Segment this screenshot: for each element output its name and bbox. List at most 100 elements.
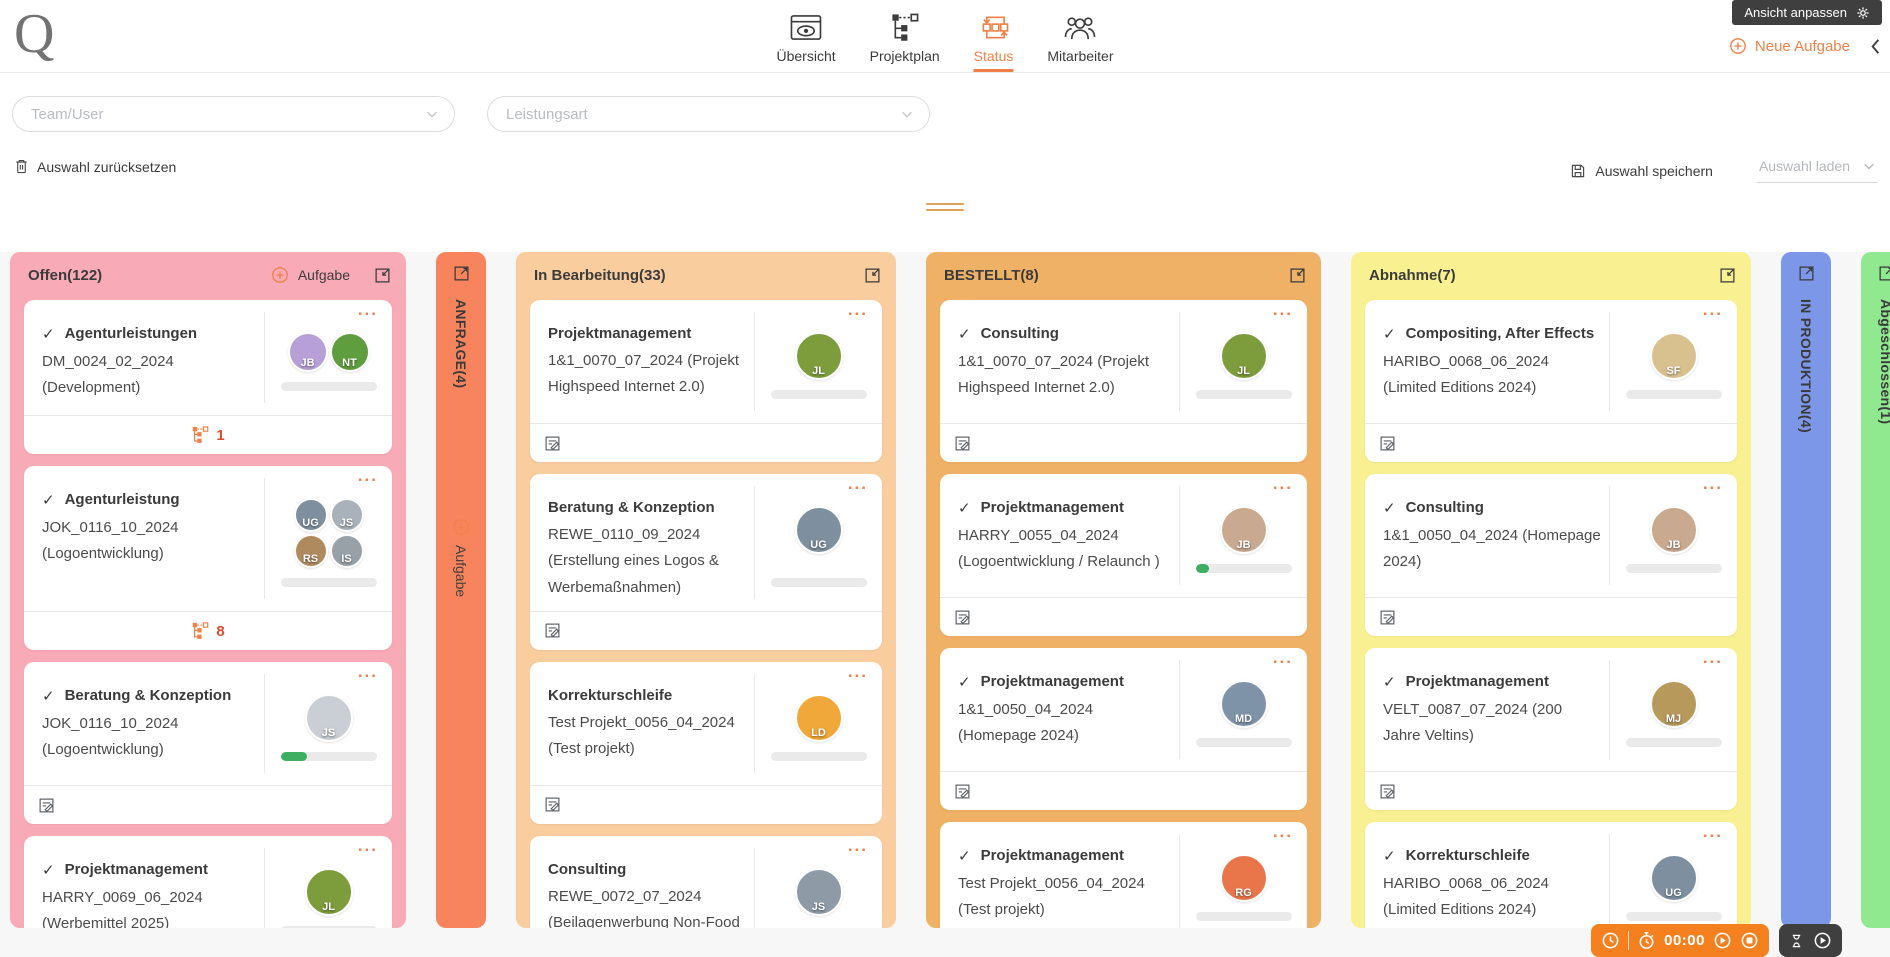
more-menu-icon[interactable]: ... [1702, 822, 1723, 841]
note-icon[interactable] [1379, 609, 1396, 626]
note-icon[interactable] [954, 783, 971, 800]
more-menu-icon[interactable]: ... [847, 661, 868, 681]
avatar[interactable]: JB [1219, 506, 1268, 554]
clock-icon[interactable] [1601, 931, 1620, 950]
note-icon[interactable] [1379, 435, 1396, 452]
avatar[interactable]: NT [329, 332, 370, 372]
hourglass-icon[interactable] [1789, 933, 1804, 949]
stopwatch-icon[interactable] [1637, 931, 1656, 950]
more-menu-icon[interactable]: ... [1702, 474, 1723, 493]
board-resize-handle[interactable] [926, 203, 964, 211]
task-card[interactable]: ... ✓ Consulting 1&1_0070_07_2024 (Projekt … [940, 300, 1307, 462]
new-task-button[interactable]: Neue Aufgabe [1754, 37, 1850, 55]
overview-icon [790, 12, 823, 42]
task-card[interactable]: ... ✓ Projektmanagement HARRY_0069_06_2024 … [24, 836, 392, 928]
timer-stop-button[interactable] [1740, 931, 1759, 950]
note-icon[interactable] [544, 796, 561, 813]
more-menu-icon[interactable]: ... [357, 300, 378, 319]
more-menu-icon[interactable]: ... [1702, 300, 1723, 319]
more-menu-icon[interactable]: ... [1272, 300, 1293, 319]
avatar-group: LD [794, 693, 843, 742]
avatar[interactable]: JL [1219, 332, 1268, 380]
avatar[interactable]: RS [293, 534, 328, 568]
expand-icon[interactable] [1798, 265, 1815, 282]
subtasks-icon[interactable] [191, 622, 209, 640]
note-icon[interactable] [954, 609, 971, 626]
customize-view-button[interactable]: Ansicht anpassen [1732, 0, 1882, 25]
add-task-button[interactable]: Aufgabe [452, 518, 470, 597]
service-type-select[interactable]: Leistungsart [487, 96, 930, 132]
timer-play-button[interactable] [1713, 931, 1732, 950]
avatar[interactable]: UG [293, 498, 328, 532]
task-card[interactable]: ... ✓ Agenturleistung JOK_0116_10_2024 (Log… [24, 466, 392, 650]
task-card[interactable]: ... ✓ Consulting 1&1_0050_04_2024 (Homepage… [1365, 474, 1737, 636]
task-card[interactable]: ... ✓ Korrekturschleife HARIBO_0068_06_2024… [1365, 822, 1737, 928]
task-card[interactable]: ... ✓ Beratung & Konzeption JOK_0116_10_202… [24, 662, 392, 824]
more-menu-icon[interactable]: ... [1272, 822, 1293, 841]
avatar-group: JL [794, 332, 843, 380]
chevron-left-icon[interactable] [1869, 38, 1882, 55]
more-menu-icon[interactable]: ... [357, 466, 378, 485]
session-play-button[interactable] [1813, 931, 1832, 950]
task-card[interactable]: ... ✓ Agenturleistungen DM_0024_02_2024 (De… [24, 300, 392, 454]
expand-icon[interactable] [453, 265, 470, 282]
task-card[interactable]: ... ✓ Projektmanagement 1&1_0050_04_2024 (H… [940, 648, 1307, 810]
avatar[interactable]: JB [1649, 506, 1698, 554]
avatar[interactable]: JS [794, 867, 843, 916]
avatar[interactable]: IS [329, 534, 364, 568]
task-card[interactable]: ... Korrekturschleife Test Projekt_0056_04… [530, 661, 882, 824]
save-selection-button[interactable]: Auswahl speichern [1570, 163, 1713, 179]
tab-projektplan[interactable]: Projektplan [870, 12, 940, 72]
expand-icon[interactable] [1878, 265, 1890, 282]
team-user-placeholder: Team/User [31, 105, 104, 123]
avatar[interactable]: JS [329, 498, 364, 532]
collapse-icon[interactable] [374, 267, 391, 284]
note-icon[interactable] [38, 797, 55, 814]
avatar[interactable]: MJ [1649, 680, 1698, 728]
note-icon[interactable] [544, 435, 561, 452]
more-menu-icon[interactable]: ... [357, 836, 378, 855]
more-menu-icon[interactable]: ... [847, 835, 868, 855]
avatar[interactable]: MD [1219, 680, 1268, 728]
more-menu-icon[interactable]: ... [1702, 648, 1723, 667]
task-card[interactable]: ... ✓ Projektmanagement HARRY_0055_04_2024 … [940, 474, 1307, 636]
avatar[interactable]: RG [1219, 854, 1268, 902]
note-icon[interactable] [544, 622, 561, 639]
tab-status[interactable]: Status [974, 12, 1013, 72]
team-user-select[interactable]: Team/User [12, 96, 455, 132]
cards-list: ... ✓ Agenturleistungen DM_0024_02_2024 (De… [10, 298, 406, 928]
task-card[interactable]: ... ✓ Projektmanagement VELT_0087_07_2024 (… [1365, 648, 1737, 810]
avatar[interactable]: UG [794, 506, 843, 554]
more-menu-icon[interactable]: ... [847, 300, 868, 319]
time-tracking-widget: 00:00 [1591, 924, 1769, 957]
collapse-icon[interactable] [1719, 267, 1736, 284]
tab-mitarbeiter[interactable]: Mitarbeiter [1047, 12, 1114, 72]
load-selection-select[interactable]: Auswahl laden [1756, 158, 1878, 183]
avatar[interactable]: JB [287, 332, 328, 372]
add-task-button[interactable]: Aufgabe [271, 266, 350, 284]
reset-selection-button[interactable]: Auswahl zurücksetzen [14, 158, 176, 175]
avatar[interactable]: UG [1649, 854, 1698, 902]
more-menu-icon[interactable]: ... [1272, 648, 1293, 667]
avatar[interactable]: JS [304, 694, 353, 742]
collapse-icon[interactable] [864, 267, 881, 284]
more-menu-icon[interactable]: ... [357, 662, 378, 681]
avatar[interactable]: LD [794, 693, 843, 742]
subtasks-icon[interactable] [191, 426, 209, 444]
app-logo[interactable]: Q [14, 3, 55, 65]
task-card[interactable]: ... ✓ Compositing, After Effects HARIBO_006… [1365, 300, 1737, 462]
more-menu-icon[interactable]: ... [847, 474, 868, 493]
note-icon[interactable] [954, 435, 971, 452]
tab-uebersicht[interactable]: Übersicht [776, 12, 836, 72]
projectplan-icon [889, 12, 920, 42]
task-card[interactable]: ... Beratung & Konzeption REWE_0110_09_202… [530, 474, 882, 650]
collapse-icon[interactable] [1289, 267, 1306, 284]
task-card[interactable]: ... Projektmanagement 1&1_0070_07_2024 (Pr… [530, 300, 882, 462]
avatar[interactable]: JL [304, 868, 353, 916]
more-menu-icon[interactable]: ... [1272, 474, 1293, 493]
task-card[interactable]: ... Consulting REWE_0072_07_2024 (Beilagen… [530, 835, 882, 928]
avatar[interactable]: SF [1649, 332, 1698, 380]
task-card[interactable]: ... ✓ Projektmanagement Test Projekt_0056_0… [940, 822, 1307, 928]
note-icon[interactable] [1379, 783, 1396, 800]
avatar[interactable]: JL [794, 332, 843, 380]
